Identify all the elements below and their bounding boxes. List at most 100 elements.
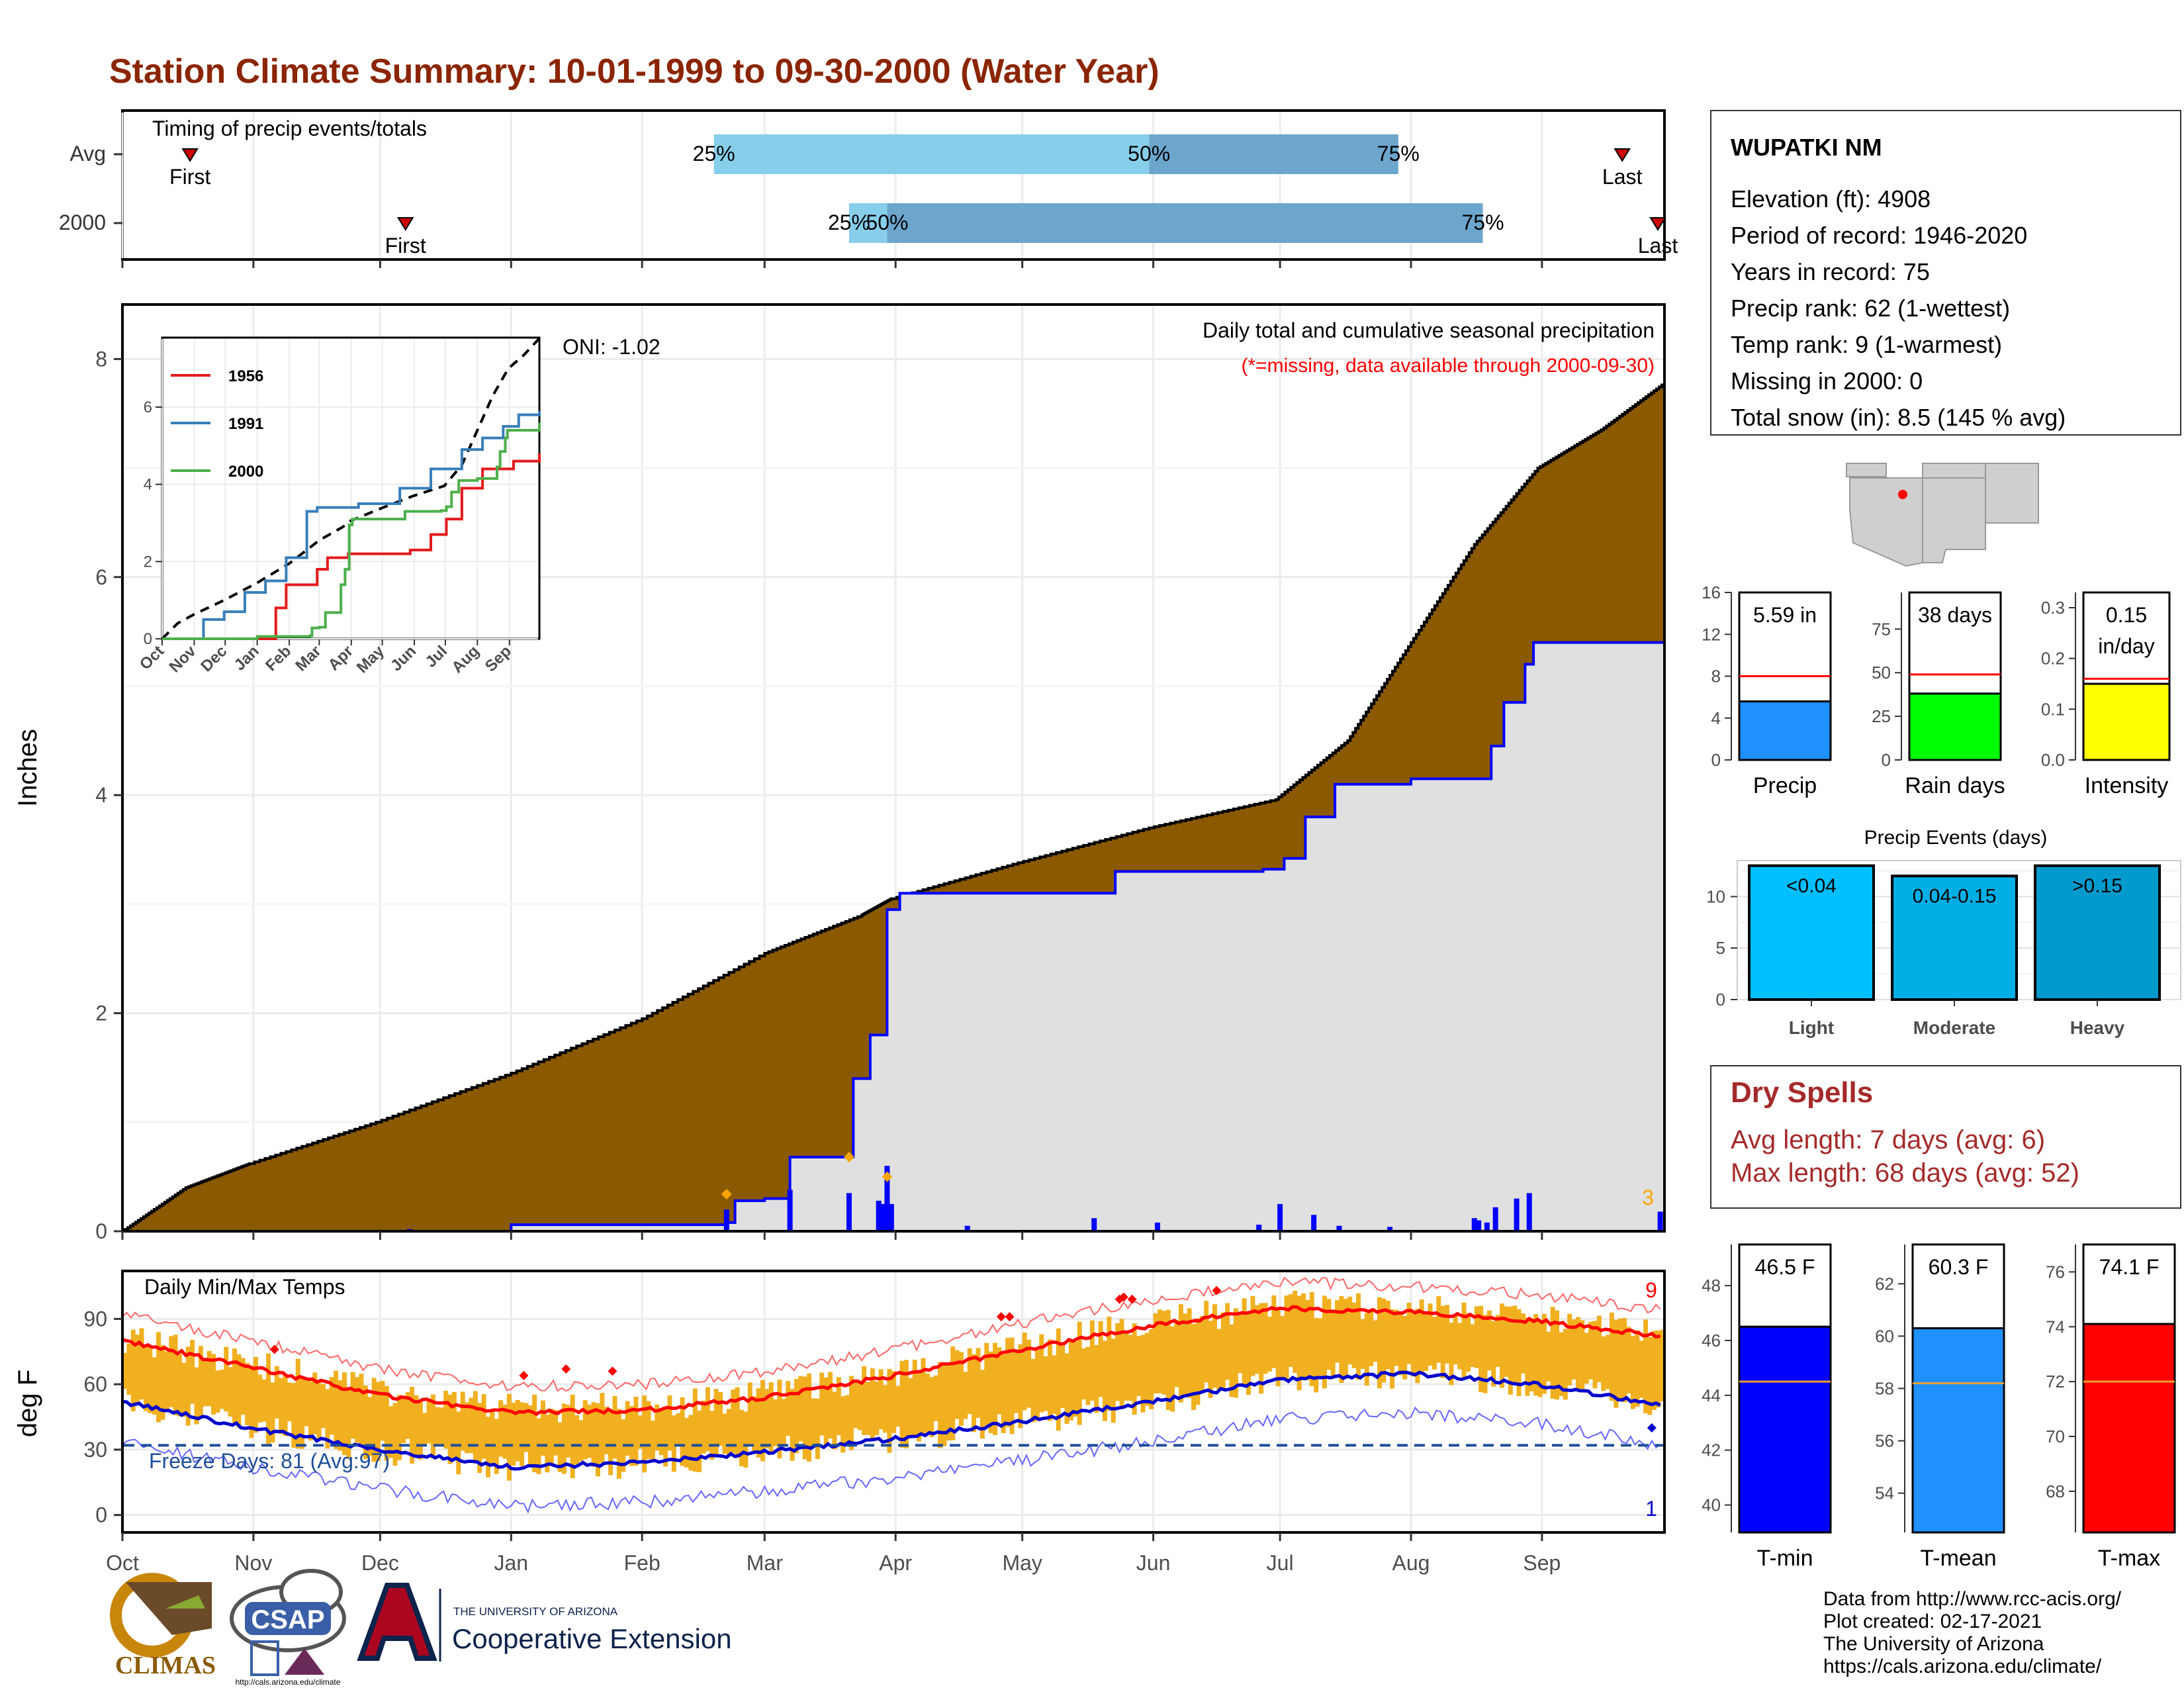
temp-day-bar (1119, 1319, 1124, 1409)
temp-day-bar (253, 1356, 258, 1433)
temp-day-bar (1617, 1318, 1623, 1399)
temp-day-bar (1474, 1306, 1479, 1368)
temp-day-bar (692, 1388, 698, 1472)
stat-label-box (1911, 1243, 2005, 1330)
temp-day-bar (1584, 1333, 1589, 1384)
temp-day-bar (735, 1387, 740, 1458)
temp-day-bar (359, 1374, 364, 1445)
temp-day-bar (410, 1387, 415, 1464)
record-low-count: 1 (1645, 1497, 1657, 1521)
temp-day-bar (1651, 1331, 1657, 1410)
daily-precip-bar (1526, 1193, 1532, 1231)
temp-day-bar (1149, 1329, 1154, 1409)
temp-day-bar (443, 1391, 449, 1449)
temp-day-bar (1216, 1329, 1222, 1391)
temp-day-bar (156, 1332, 161, 1423)
temp-day-bar (401, 1395, 406, 1443)
daily-precip-bar (846, 1193, 852, 1231)
temp-day-bar (321, 1383, 326, 1429)
snow-marker-icon (882, 1171, 893, 1182)
stat-y-tick-label: 0.3 (2041, 598, 2065, 618)
temp-day-bar (148, 1344, 153, 1413)
climas-logo-leaf (165, 1595, 205, 1609)
temp-day-bar (1271, 1295, 1277, 1368)
temp-day-bar (701, 1400, 706, 1454)
temp-day-bar (1140, 1335, 1146, 1413)
temp-day-bar (169, 1336, 174, 1407)
record-high-icon (1212, 1286, 1222, 1295)
temp-day-bar (997, 1347, 1002, 1415)
temp-day-bar (828, 1372, 833, 1439)
events-bar-label: >0.15 (2072, 875, 2122, 897)
daily-precip-bar (1484, 1222, 1490, 1231)
daily-precip-bar (723, 1209, 729, 1231)
stat-y-tick-label: 48 (1702, 1276, 1721, 1295)
stat-y-tick-label: 0.1 (2041, 699, 2065, 719)
uofa-logo: THE UNIVERSITY OF ARIZONA Cooperative Ex… (357, 1583, 732, 1662)
temp-day-bar (426, 1401, 432, 1444)
inset-y-tick-label: 4 (144, 476, 152, 494)
temp-day-bar (993, 1342, 997, 1435)
temp-day-bar (287, 1382, 292, 1421)
temp-day-bar (396, 1395, 402, 1460)
temp-day-bar (578, 1420, 584, 1462)
station-details: Elevation (ft): 4908 Period of record: 19… (1731, 185, 2066, 431)
station-detail-line: Precip rank: 62 (1-wettest) (1731, 295, 2010, 322)
dry-spells-frame (1710, 1065, 2181, 1209)
this-year-cumulative-area (122, 620, 1664, 1231)
stat-y-tick-label: 54 (1875, 1483, 1894, 1503)
stat-y-tick-label: 62 (1875, 1274, 1894, 1293)
snow-marker-icon (721, 1189, 732, 1199)
timing-marker-icon (181, 148, 199, 162)
temp-day-bar (1293, 1290, 1298, 1373)
temp-day-bar (456, 1411, 461, 1475)
month-tick-label: Oct (106, 1551, 139, 1575)
temp-day-bar (684, 1417, 689, 1468)
station-location-dot (1898, 490, 1907, 499)
temp-day-bar (561, 1403, 567, 1474)
temp-day-bar (1601, 1336, 1606, 1391)
temp-day-bar (815, 1398, 820, 1460)
temp-day-bar (1605, 1335, 1610, 1389)
precip-events-plot: 0 5 10 <0.04 Light 0.04-0.15 Moderate >0.15 Heav… (1706, 860, 2181, 1038)
temp-day-bar (203, 1358, 208, 1407)
temp-day-bar (431, 1394, 435, 1459)
temp-day-bar (1305, 1299, 1310, 1380)
dry-spells-box: Dry Spells Avg length: 7 days (avg: 6) M… (1710, 1065, 2181, 1209)
temp-day-bar (954, 1350, 960, 1419)
temp-day-bar (1301, 1293, 1306, 1378)
temp-day-bar (866, 1382, 871, 1435)
temp-day-bar (312, 1372, 318, 1434)
temp-day-bar (798, 1376, 803, 1442)
temp-day-bar (722, 1413, 727, 1454)
temp-day-bar (1229, 1324, 1234, 1397)
temp-day-bar (439, 1407, 444, 1446)
stat-category-label: Precip (1753, 773, 1817, 798)
temp-day-bar (498, 1400, 504, 1457)
timing-label: Timing of precip events/totals (152, 117, 427, 140)
temp-day-bar (1136, 1336, 1142, 1397)
events-bar-Moderate (1891, 874, 2018, 1002)
oni-label: ONI: -1.02 (563, 335, 660, 359)
temp-day-bar (1461, 1302, 1467, 1378)
temp-day-bar (1457, 1323, 1463, 1370)
temp-day-bar (206, 1350, 212, 1407)
temp-day-bar (329, 1377, 334, 1435)
temp-day-bar (405, 1391, 410, 1439)
events-category-label: Heavy (2070, 1017, 2125, 1038)
daily-precip-bar (1311, 1215, 1317, 1231)
daily-precip-bars (407, 1152, 1663, 1231)
tmax-record-line (122, 1276, 1661, 1392)
temp-day-bar (777, 1380, 782, 1459)
timing-marker-label: Last (1602, 165, 1643, 189)
temp-day-bar (540, 1400, 545, 1456)
temp-day-bar (781, 1399, 786, 1447)
temp-day-bar (1614, 1319, 1619, 1408)
events-bar-label: 0.04-0.15 (1913, 885, 1997, 907)
temp-day-bar (266, 1353, 271, 1446)
temp-day-bar (1470, 1324, 1475, 1368)
temp-day-bar (1073, 1342, 1078, 1417)
temp-day-bar (1187, 1308, 1192, 1398)
